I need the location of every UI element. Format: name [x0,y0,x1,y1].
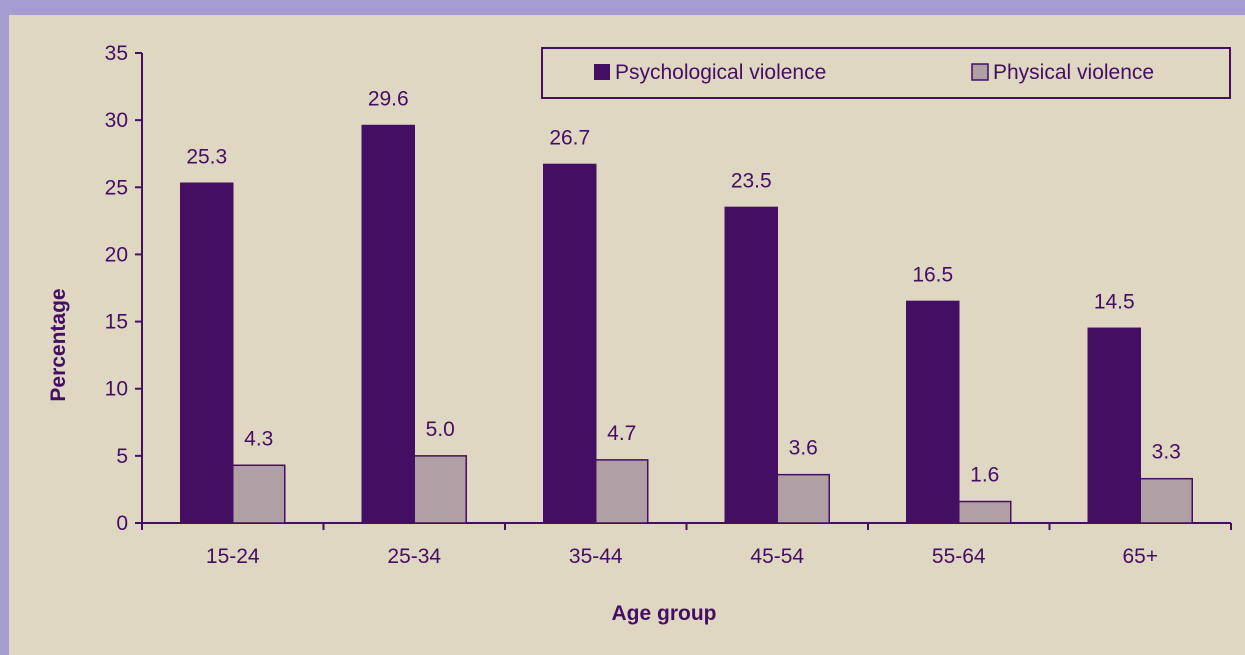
x-tick-label: 55-64 [932,545,986,568]
x-tick-label: 45-54 [750,545,804,568]
y-tick-label: 0 [116,512,128,535]
bar-label-psychological-violence: 23.5 [731,169,772,192]
bar-psychological-violence [180,182,234,524]
bar-label-physical-violence: 5.0 [426,418,455,441]
legend-label-physical: Physical violence [993,61,1154,84]
bar-psychological-violence [1087,327,1141,524]
bar-label-psychological-violence: 25.3 [186,145,227,168]
bar-label-psychological-violence: 14.5 [1094,290,1135,313]
x-tick-label: 35-44 [569,545,623,568]
legend-box [541,47,1231,99]
x-tick-label: 65+ [1122,545,1158,568]
bar-label-psychological-violence: 16.5 [912,263,953,286]
x-tick-label: 15-24 [206,545,260,568]
bar-physical-violence [232,464,286,524]
y-tick-label: 35 [105,42,128,65]
bar-label-physical-violence: 3.3 [1152,441,1181,464]
bar-label-physical-violence: 4.7 [607,422,636,445]
bars [180,124,1193,524]
x-axis: 15-24 25-34 35-44 45-54 55-64 65+ [141,522,1232,568]
y-tick-label: 5 [116,445,128,468]
y-tick-label: 25 [105,176,128,199]
y-tick-label: 30 [105,109,128,132]
x-axis-title: Age group [612,602,717,625]
bar-physical-violence [776,473,830,524]
bar-psychological-violence [906,300,960,524]
y-tick-label: 20 [105,243,128,266]
bar-physical-violence [958,500,1012,524]
bar-label-physical-violence: 1.6 [970,464,999,487]
x-tick-label: 25-34 [387,545,441,568]
legend-label-psychological: Psychological violence [615,61,826,84]
bar-physical-violence [595,459,649,524]
legend-swatch-psychological [594,64,610,80]
y-tick-label: 10 [105,378,128,401]
legend-swatch-physical [971,63,989,81]
bar-label-physical-violence: 3.6 [789,437,818,460]
y-tick-label: 15 [105,311,128,334]
bar-psychological-violence [724,206,778,524]
bar-psychological-violence [361,124,415,524]
chart-frame: 0 5 10 15 20 25 30 35 15-24 25-34 35-44 45-54 55-64… [9,15,1245,655]
y-axis: 0 5 10 15 20 25 30 35 [105,42,143,535]
bar-value-labels: 25.3 29.6 26.7 23.5 16.5 14.5 4.3 5.0 4.7 3.6 1.6 3… [186,88,1181,487]
bar-psychological-violence [543,163,597,524]
bar-label-physical-violence: 4.3 [244,427,273,450]
legend: Psychological violence Physical violence [541,47,1231,99]
bar-physical-violence [413,455,467,524]
bar-physical-violence [1139,477,1193,524]
bar-chart: 0 5 10 15 20 25 30 35 15-24 25-34 35-44 45-54 55-64… [47,42,1232,625]
bar-label-psychological-violence: 29.6 [368,88,409,111]
y-axis-title: Percentage [47,288,70,401]
bar-label-psychological-violence: 26.7 [549,126,590,149]
